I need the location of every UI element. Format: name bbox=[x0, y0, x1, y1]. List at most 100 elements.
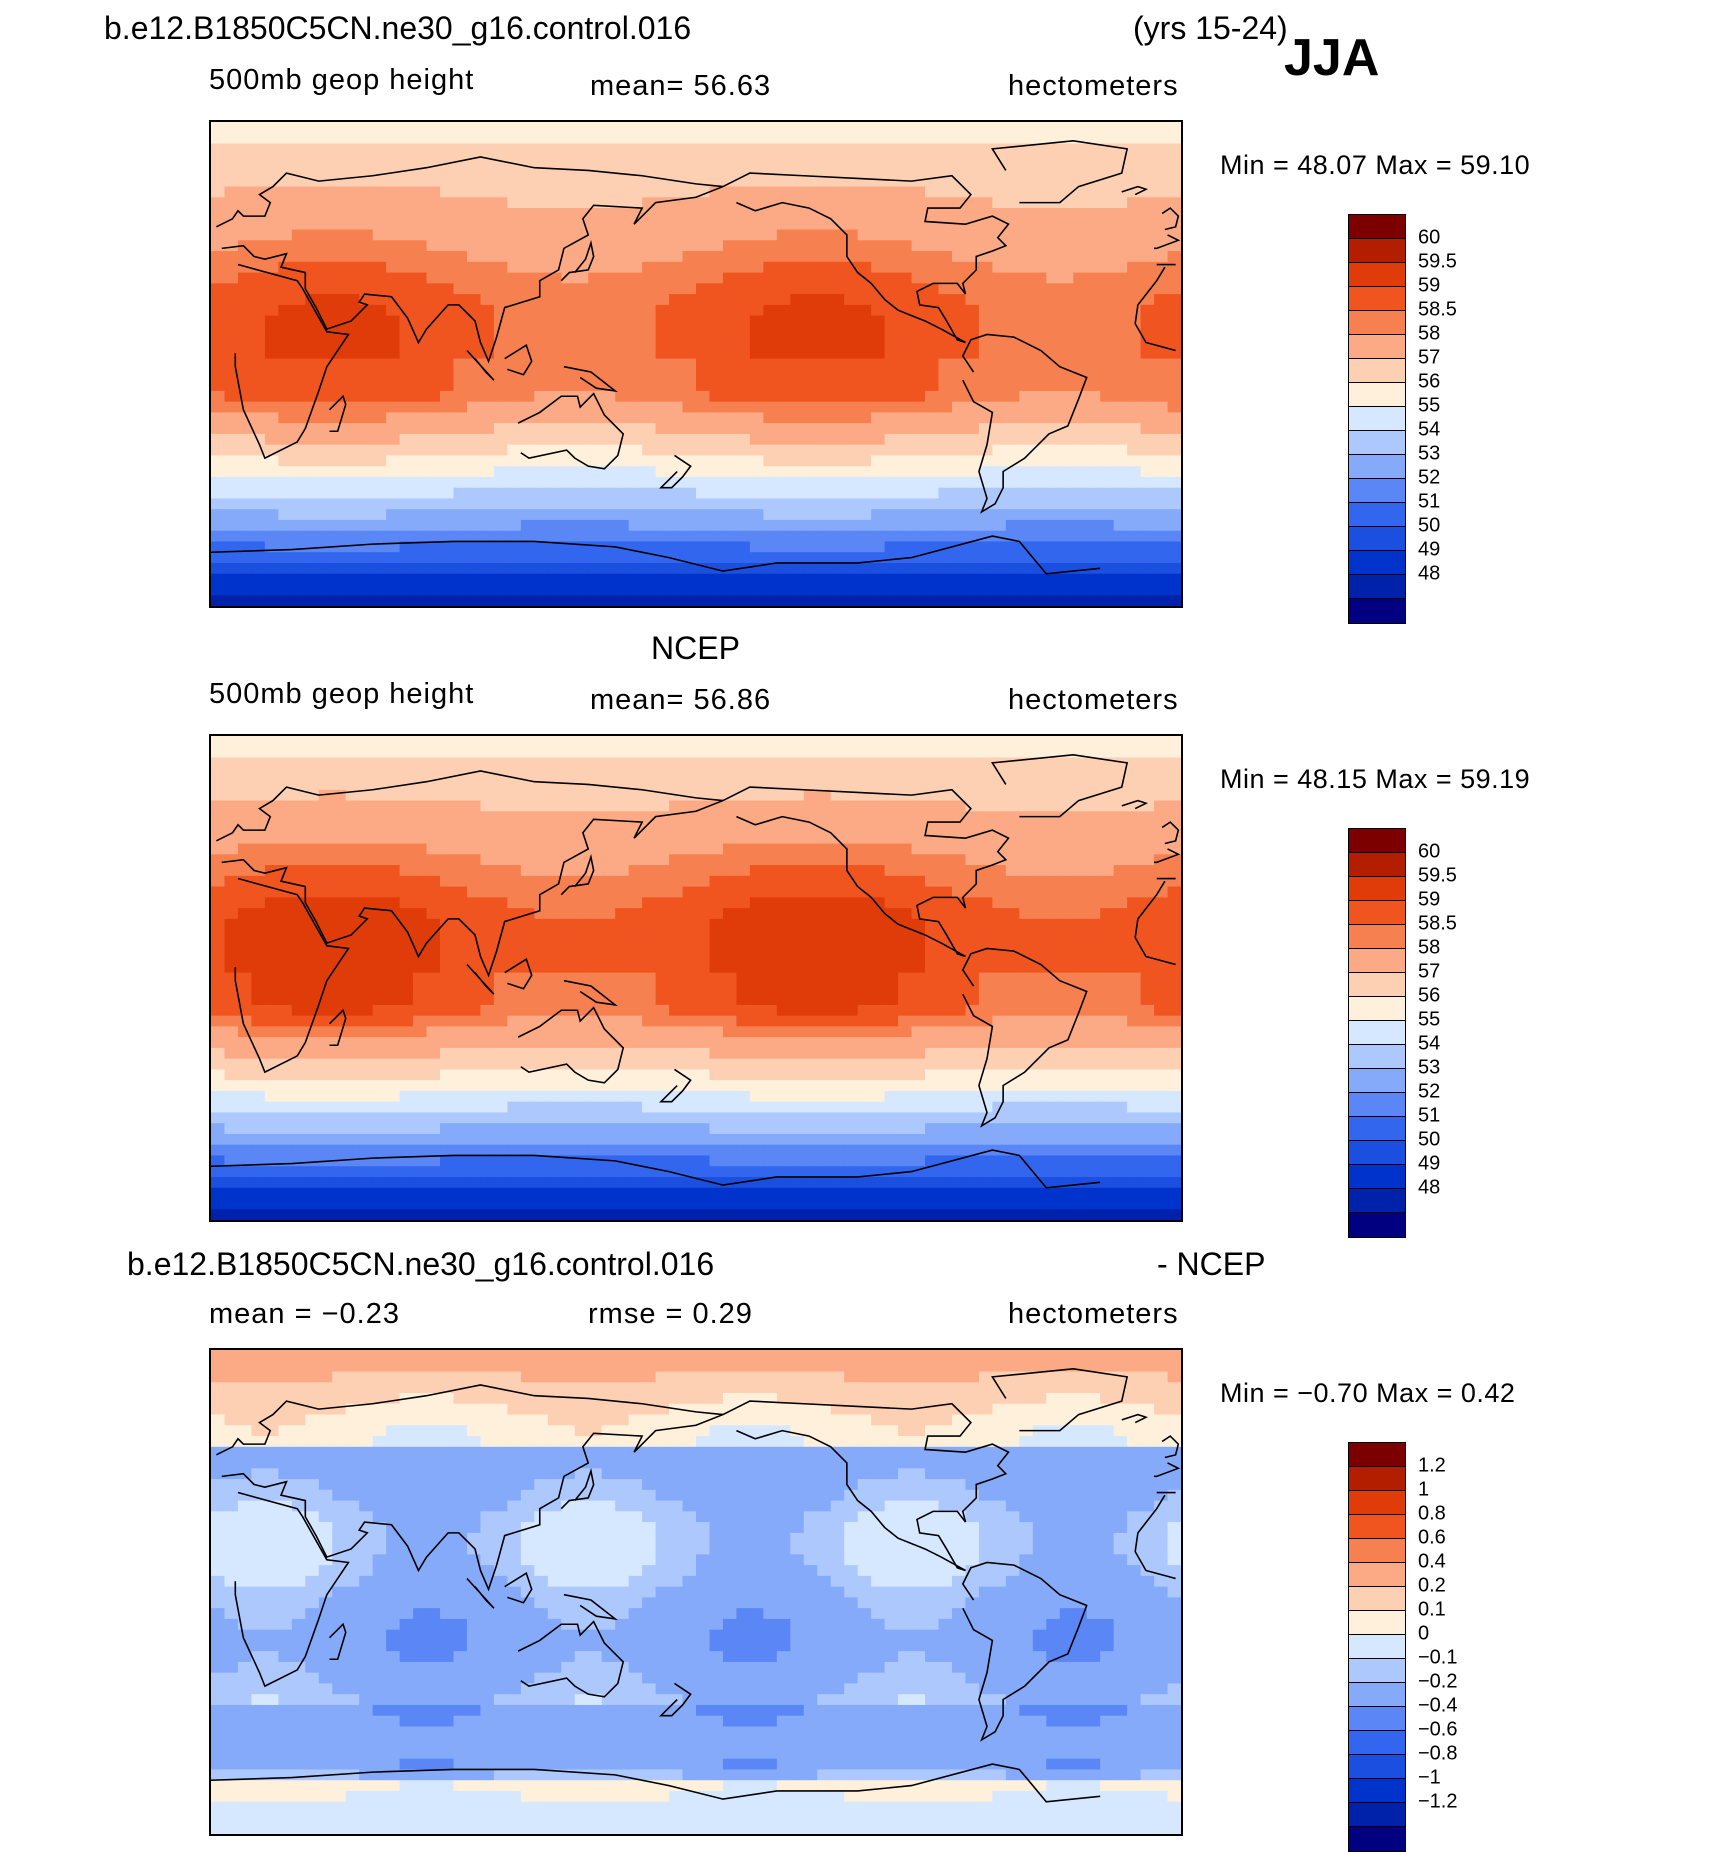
field-cell bbox=[1127, 736, 1141, 747]
field-cell bbox=[858, 423, 872, 434]
ncep-map bbox=[209, 734, 1183, 1222]
field-cell bbox=[642, 187, 656, 198]
field-cell bbox=[992, 973, 1006, 984]
field-cell bbox=[332, 197, 346, 208]
field-cell bbox=[575, 402, 589, 413]
field-cell bbox=[898, 273, 912, 284]
field-cell bbox=[386, 897, 400, 908]
field-cell bbox=[979, 736, 993, 747]
field-cell bbox=[965, 294, 979, 305]
field-cell bbox=[238, 197, 252, 208]
field-cell bbox=[871, 951, 885, 962]
field-cell bbox=[575, 154, 589, 165]
field-cell bbox=[898, 316, 912, 327]
field-cell bbox=[454, 531, 468, 542]
field-cell bbox=[238, 574, 252, 585]
field-cell bbox=[386, 779, 400, 790]
field-cell bbox=[912, 488, 926, 499]
field-cell bbox=[400, 423, 414, 434]
field-cell bbox=[1114, 595, 1128, 606]
field-cell bbox=[1006, 251, 1020, 262]
field-cell bbox=[467, 445, 481, 456]
field-cell bbox=[305, 552, 319, 563]
field-cell bbox=[1100, 541, 1114, 552]
field-cell bbox=[804, 887, 818, 898]
field-cell bbox=[777, 466, 791, 477]
field-cell bbox=[750, 865, 764, 876]
field-cell bbox=[952, 552, 966, 563]
field-cell bbox=[1114, 305, 1128, 316]
field-cell bbox=[952, 768, 966, 779]
field-cell bbox=[332, 412, 346, 423]
field-cell bbox=[750, 790, 764, 801]
field-cell bbox=[965, 563, 979, 574]
field-cell bbox=[804, 187, 818, 198]
field-cell bbox=[979, 919, 993, 930]
field-cell bbox=[629, 262, 643, 273]
field-cell bbox=[548, 294, 562, 305]
field-cell bbox=[561, 801, 575, 812]
field-cell bbox=[507, 197, 521, 208]
field-cell bbox=[575, 412, 589, 423]
field-cell bbox=[1073, 758, 1087, 769]
field-cell bbox=[723, 973, 737, 984]
field-cell bbox=[817, 133, 831, 144]
field-cell bbox=[844, 412, 858, 423]
field-cell bbox=[844, 801, 858, 812]
field-cell bbox=[615, 251, 629, 262]
field-cell bbox=[211, 747, 225, 758]
colorbar-tick-label: 55 bbox=[1418, 395, 1440, 418]
field-cell bbox=[817, 165, 831, 176]
field-cell bbox=[723, 962, 737, 973]
field-cell bbox=[454, 973, 468, 984]
field-cell bbox=[1100, 283, 1114, 294]
field-cell bbox=[844, 498, 858, 509]
field-cell bbox=[1019, 801, 1033, 812]
field-cell bbox=[534, 434, 548, 445]
field-cell bbox=[831, 940, 845, 951]
field-cell bbox=[1073, 973, 1087, 984]
field-cell bbox=[1033, 509, 1047, 520]
field-cell bbox=[224, 897, 238, 908]
field-cell bbox=[979, 133, 993, 144]
field-cell bbox=[588, 359, 602, 370]
field-cell bbox=[709, 251, 723, 262]
field-cell bbox=[1154, 919, 1168, 930]
field-cell bbox=[669, 240, 683, 251]
field-cell bbox=[602, 262, 616, 273]
field-cell bbox=[642, 833, 656, 844]
field-cell bbox=[615, 294, 629, 305]
field-cell bbox=[319, 391, 333, 402]
field-cell bbox=[278, 498, 292, 509]
field-cell bbox=[305, 455, 319, 466]
field-cell bbox=[804, 240, 818, 251]
field-cell bbox=[912, 219, 926, 230]
field-cell bbox=[427, 940, 441, 951]
field-cell bbox=[413, 240, 427, 251]
field-cell bbox=[925, 197, 939, 208]
field-cell bbox=[373, 747, 387, 758]
field-cell bbox=[858, 790, 872, 801]
field-cell bbox=[817, 584, 831, 595]
field-cell bbox=[1087, 154, 1101, 165]
field-cell bbox=[278, 854, 292, 865]
field-cell bbox=[817, 833, 831, 844]
field-cell bbox=[683, 423, 697, 434]
field-cell bbox=[400, 273, 414, 284]
field-cell bbox=[494, 423, 508, 434]
field-cell bbox=[736, 337, 750, 348]
field-cell bbox=[292, 240, 306, 251]
field-cell bbox=[1154, 584, 1168, 595]
field-cell bbox=[373, 176, 387, 187]
field-cell bbox=[413, 165, 427, 176]
field-cell bbox=[561, 369, 575, 380]
field-cell bbox=[790, 930, 804, 941]
field-cell bbox=[400, 477, 414, 488]
field-cell bbox=[224, 359, 238, 370]
field-cell bbox=[844, 833, 858, 844]
field-cell bbox=[790, 563, 804, 574]
field-cell bbox=[278, 348, 292, 359]
field-cell bbox=[427, 230, 441, 241]
field-cell bbox=[790, 176, 804, 187]
field-cell bbox=[844, 509, 858, 520]
